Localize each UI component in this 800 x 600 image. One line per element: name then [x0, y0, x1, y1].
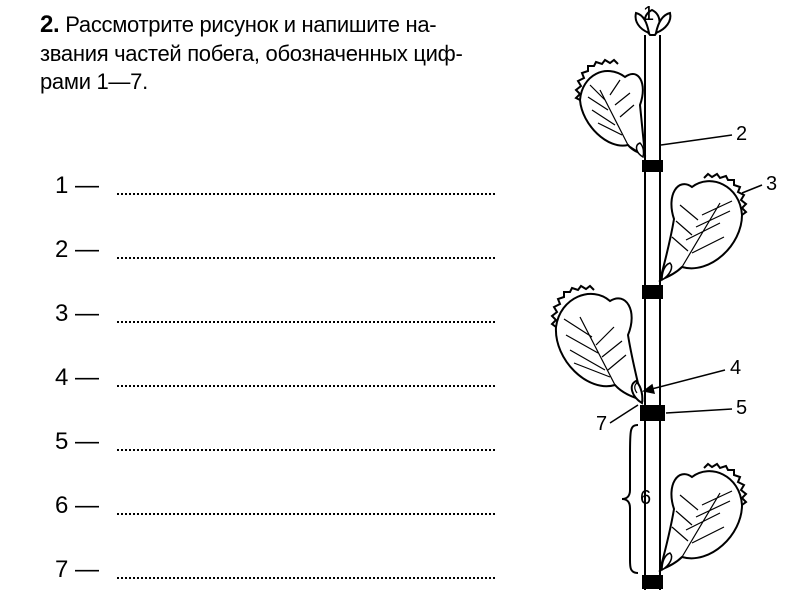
answer-line[interactable]: [117, 257, 495, 259]
node-band: [642, 575, 663, 589]
callout-7: 7: [596, 413, 607, 436]
task-number: 2.: [40, 11, 59, 38]
answer-label-1: 1 —: [55, 172, 111, 200]
answer-label-6: 6 —: [55, 492, 111, 520]
answer-label-5: 5 —: [55, 428, 111, 456]
answer-line[interactable]: [117, 513, 495, 515]
callout-5: 5: [736, 397, 747, 420]
answer-row: 6 —: [55, 460, 495, 520]
axillary-bud: [636, 143, 643, 157]
answer-label-3: 3 —: [55, 300, 111, 328]
axillary-bud: [632, 381, 643, 403]
shoot-diagram: 1 2 3 4 5 6 7: [510, 5, 790, 595]
leaf: [660, 464, 746, 570]
answer-label-4: 4 —: [55, 364, 111, 392]
leaf: [576, 60, 645, 155]
answer-line[interactable]: [117, 449, 495, 451]
answer-line[interactable]: [117, 321, 495, 323]
answer-line[interactable]: [117, 385, 495, 387]
task-line-1: Рассмотрите рисунок и напишите на-: [65, 12, 436, 37]
callout-4: 4: [730, 357, 741, 380]
answer-row: 5 —: [55, 396, 495, 456]
task-line-2: звания частей побега, обозначенных циф-: [40, 41, 462, 66]
answers-list: 1 — 2 — 3 — 4 — 5 — 6 — 7 —: [55, 140, 495, 588]
task-line-3: рами 1—7.: [40, 69, 148, 94]
worksheet-page: 2. Рассмотрите рисунок и напишите на- зв…: [0, 0, 800, 600]
callout-6: 6: [640, 487, 651, 510]
task-text: 2. Рассмотрите рисунок и напишите на- зв…: [40, 10, 520, 95]
answer-label-7: 7 —: [55, 556, 111, 584]
node-band: [640, 405, 665, 421]
leaf: [660, 174, 746, 280]
answer-label-2: 2 —: [55, 236, 111, 264]
answer-row: 3 —: [55, 268, 495, 328]
answer-row: 2 —: [55, 204, 495, 264]
answer-line[interactable]: [117, 193, 495, 195]
callout-1: 1: [643, 3, 654, 26]
internode-bracket: [622, 425, 638, 573]
answer-row: 7 —: [55, 524, 495, 584]
node-band: [642, 160, 663, 172]
leaf: [552, 286, 642, 400]
answer-row: 4 —: [55, 332, 495, 392]
callout-3: 3: [766, 173, 777, 196]
callout-2: 2: [736, 123, 747, 146]
node-band: [642, 285, 663, 299]
answer-line[interactable]: [117, 577, 495, 579]
answer-row: 1 —: [55, 140, 495, 200]
